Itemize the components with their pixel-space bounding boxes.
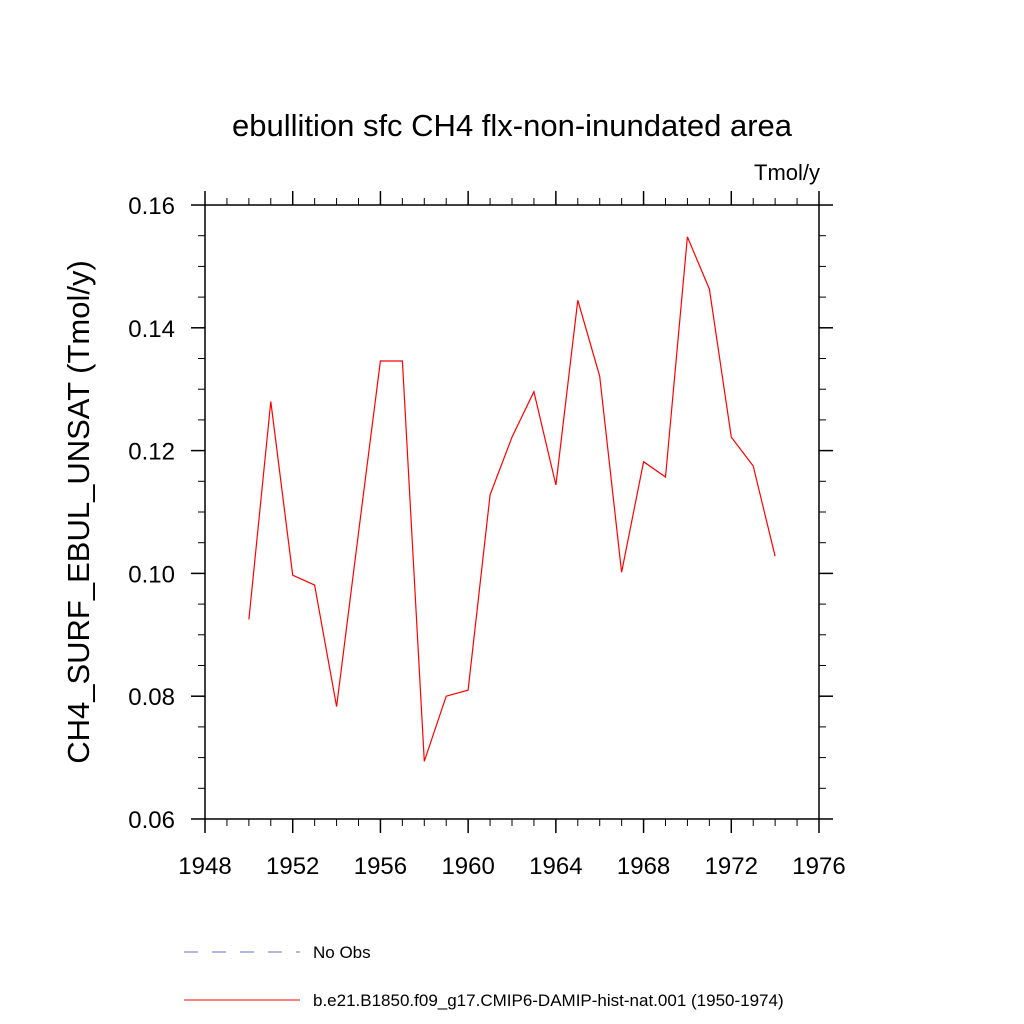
series-line [248,236,776,762]
data-point [467,689,470,692]
y-tick-label: 0.12 [128,439,175,466]
data-point [291,574,294,577]
data-point [708,288,711,291]
x-tick-label: 1968 [617,853,670,880]
legend-label: No Obs [313,943,371,962]
data-point [511,436,514,439]
data-point [752,464,755,467]
data-point [620,571,623,574]
data-point [401,359,404,362]
y-tick-label: 0.16 [128,193,175,220]
data-point [489,493,492,496]
chart-title: ebullition sfc CH4 flx-non-inundated are… [232,108,793,143]
x-tick-label: 1976 [792,853,845,880]
data-point [269,400,272,403]
x-tick-label: 1964 [529,853,582,880]
y-tick-label: 0.08 [128,684,175,711]
data-point [576,299,579,302]
plot-frame [204,204,820,820]
x-tick-label: 1948 [178,853,231,880]
legend: No Obs b.e21.B1850.f09_g17.CMIP6-DAMIP-hi… [184,943,784,1010]
data-point [357,531,360,534]
y-tick-label: 0.06 [128,807,175,834]
y-axis-label: CH4_SURF_EBUL_UNSAT (Tmol/y) [61,260,96,764]
data-point [774,555,777,558]
data-point [686,235,689,238]
data-point [642,460,645,463]
data-point [379,359,382,362]
data-point [730,436,733,439]
data-point [554,483,557,486]
x-tick-label: 1972 [705,853,758,880]
y-tick-label: 0.10 [128,561,175,588]
x-tick-label: 1956 [354,853,407,880]
data-point [335,705,338,708]
units-label: Tmol/y [754,160,820,185]
data-point [247,618,250,621]
plot-area: 1948 1952 1956 1960 1964 1968 1972 1976 0.06 0.08… [128,191,846,880]
data-point [532,390,535,393]
data-point [423,760,426,763]
x-tick-label: 1952 [266,853,319,880]
data-point [664,476,667,479]
legend-label: b.e21.B1850.f09_g17.CMIP6-DAMIP-hist-nat… [313,991,784,1010]
data-point [313,584,316,587]
y-tick-label: 0.14 [128,316,175,343]
data-point [445,695,448,698]
data-point [598,375,601,378]
x-tick-label: 1960 [441,853,494,880]
